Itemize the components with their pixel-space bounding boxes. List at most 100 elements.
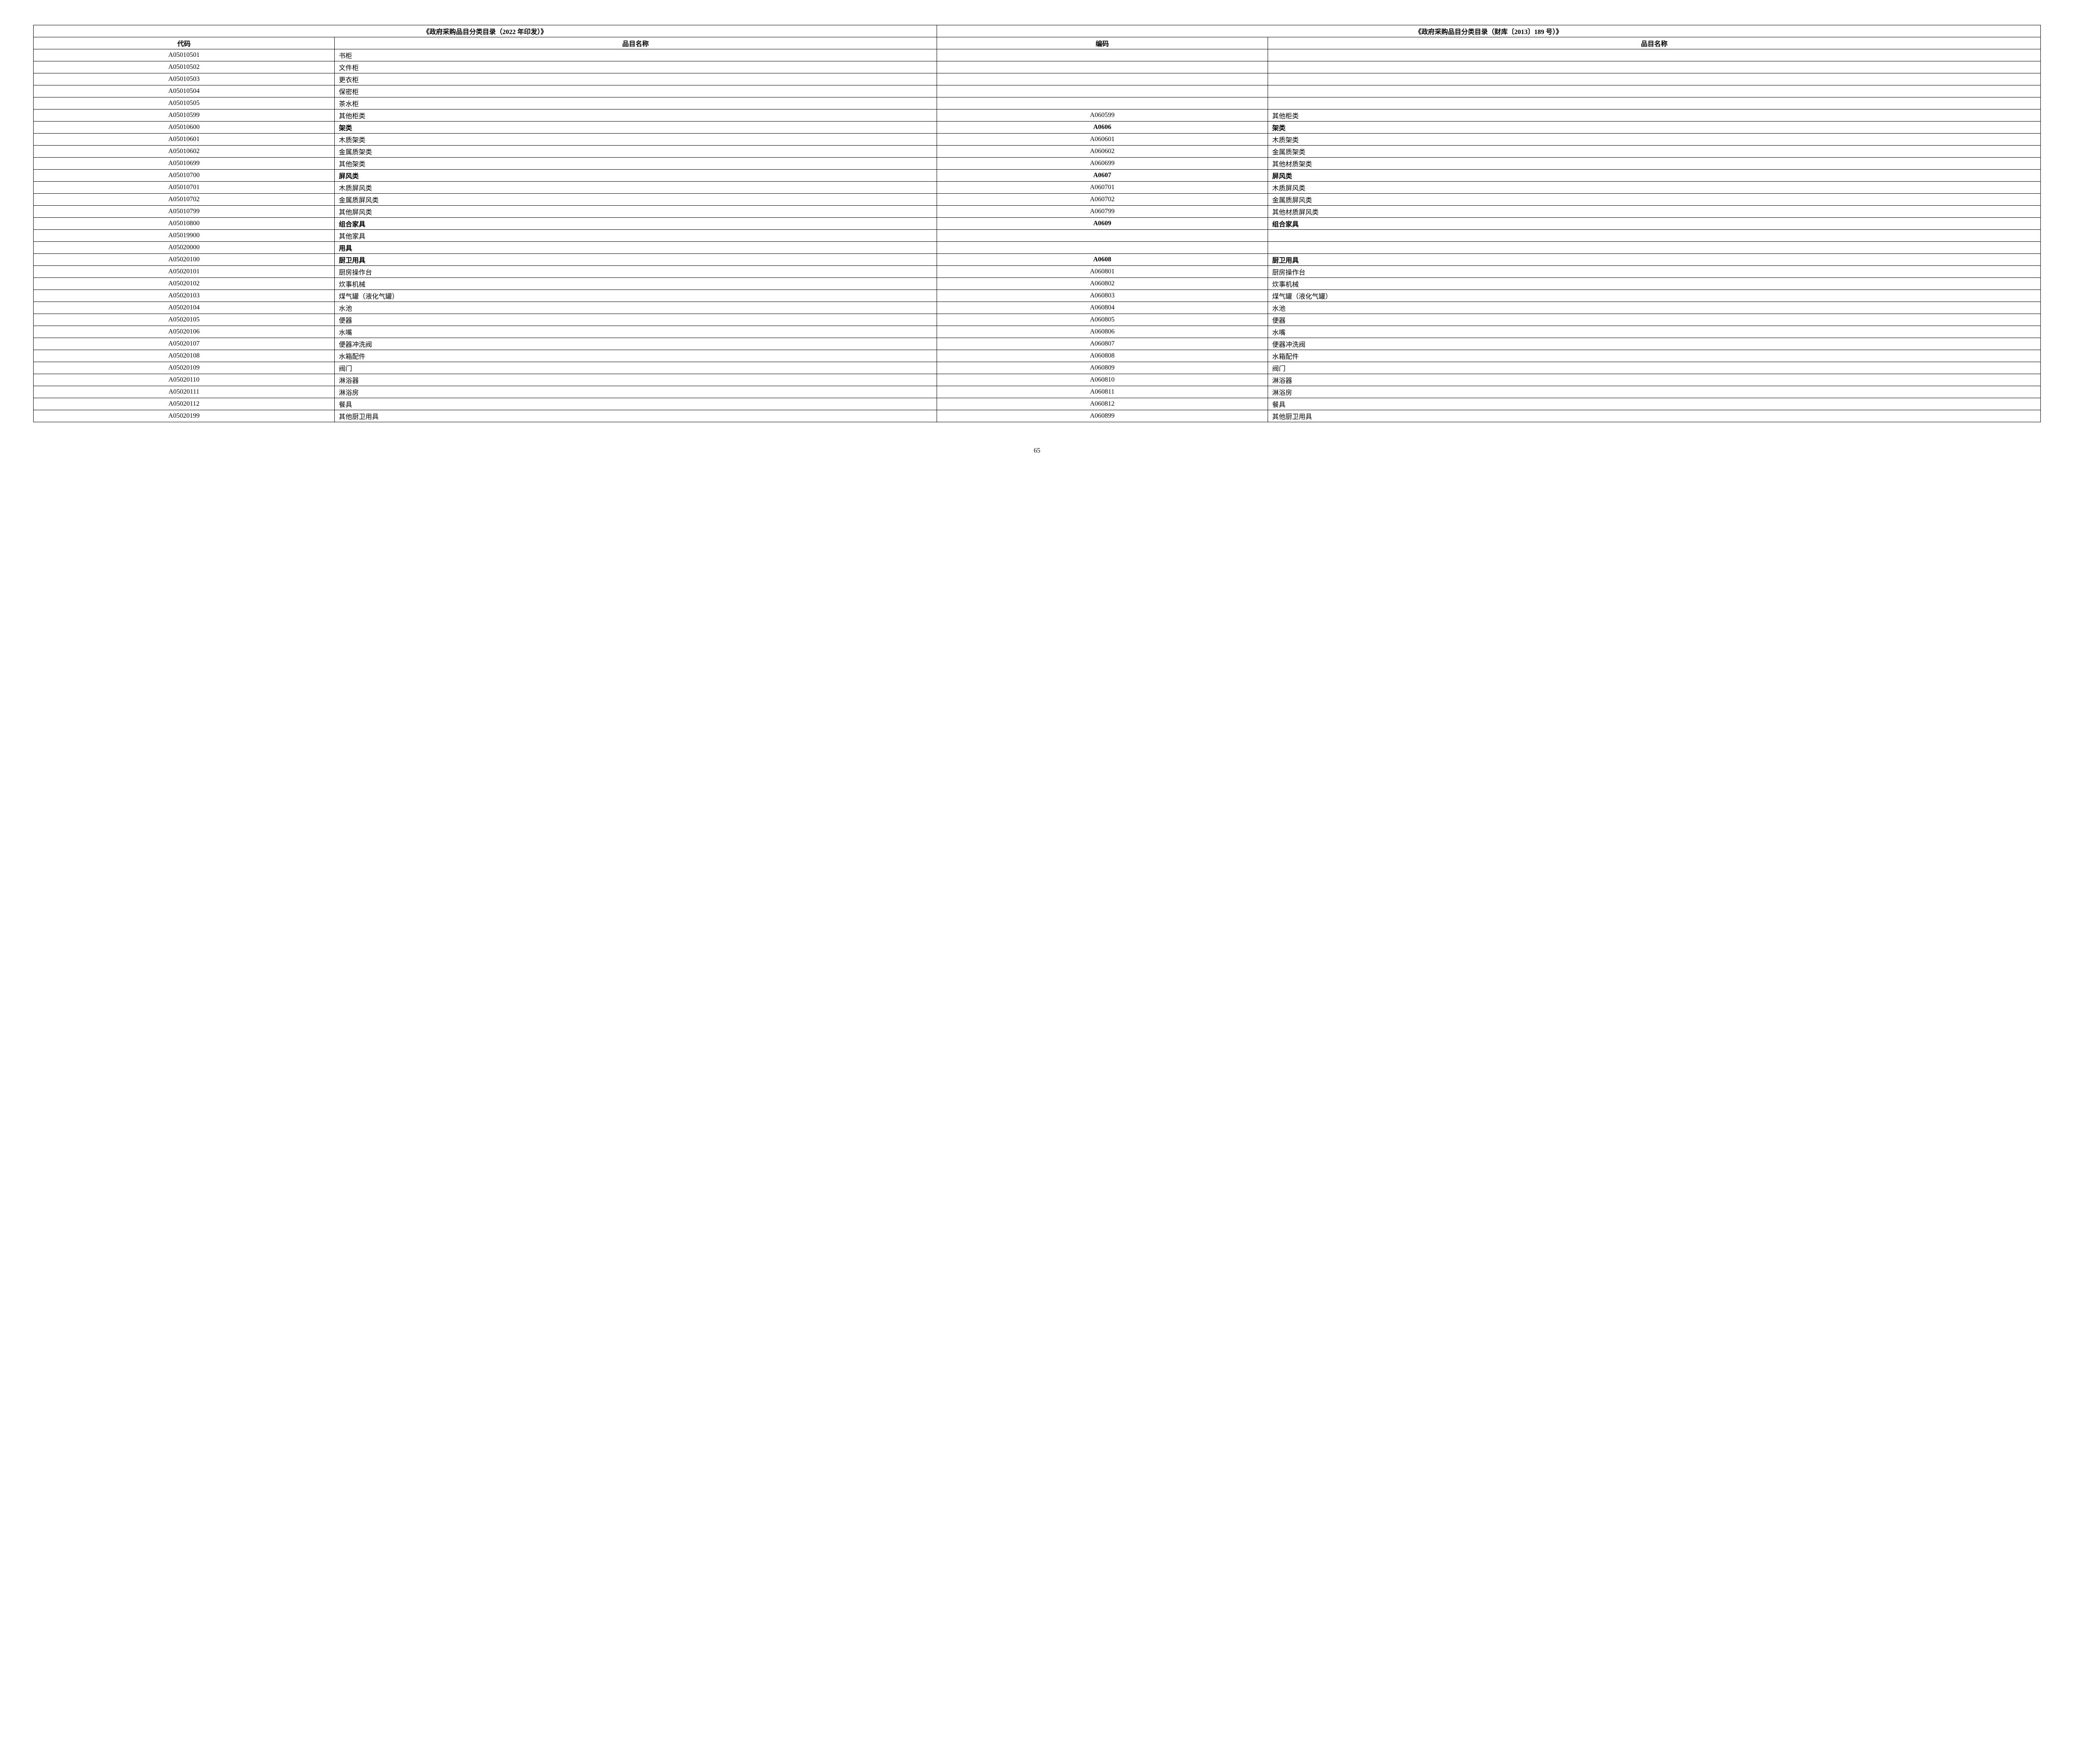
table-row: A05010504保密柜 [34, 85, 2041, 97]
right-name-cell: 其他材质屏风类 [1268, 206, 2040, 218]
left-code-cell: A05010600 [34, 122, 335, 134]
left-name-cell: 其他屏风类 [334, 206, 937, 218]
table-row: A05020111淋浴房A060811淋浴房 [34, 386, 2041, 398]
left-code-cell: A05020108 [34, 350, 335, 362]
right-name-cell: 组合家具 [1268, 218, 2040, 230]
right-code-cell: A060801 [937, 266, 1268, 278]
right-code-cell: A060805 [937, 314, 1268, 326]
left-code-cell: A05010699 [34, 158, 335, 170]
left-code-cell: A05019900 [34, 230, 335, 242]
left-name-cell: 文件柜 [334, 61, 937, 73]
right-name-cell [1268, 97, 2040, 109]
right-name-cell: 厨房操作台 [1268, 266, 2040, 278]
table-row: A05020108水箱配件A060808水箱配件 [34, 350, 2041, 362]
left-name-cell: 淋浴器 [334, 374, 937, 386]
table-row: A05020101厨房操作台A060801厨房操作台 [34, 266, 2041, 278]
table-row: A05020106水嘴A060806水嘴 [34, 326, 2041, 338]
left-name-cell: 厨房操作台 [334, 266, 937, 278]
left-name-cell: 架类 [334, 122, 937, 134]
left-code-cell: A05020107 [34, 338, 335, 350]
left-name-cell: 餐具 [334, 398, 937, 410]
left-code-cell: A05010702 [34, 194, 335, 206]
table-row: A05010702金属质屏风类A060702金属质屏风类 [34, 194, 2041, 206]
right-code-cell: A060799 [937, 206, 1268, 218]
table-row: A05020105便器A060805便器 [34, 314, 2041, 326]
left-name-cell: 茶水柜 [334, 97, 937, 109]
right-name-cell: 其他材质架类 [1268, 158, 2040, 170]
right-code-cell: A060809 [937, 362, 1268, 374]
left-name-cell: 便器冲洗阀 [334, 338, 937, 350]
right-code-cell: A060699 [937, 158, 1268, 170]
left-code-cell: A05010599 [34, 109, 335, 122]
right-name-cell: 屏风类 [1268, 170, 2040, 182]
right-code-cell [937, 230, 1268, 242]
left-code-cell: A05010505 [34, 97, 335, 109]
left-code-cell: A05010503 [34, 73, 335, 85]
table-row: A05010601木质架类A060601木质架类 [34, 134, 2041, 146]
left-code-cell: A05010502 [34, 61, 335, 73]
right-code-header: 编码 [937, 37, 1268, 49]
table-row: A05010602金属质架类A060602金属质架类 [34, 146, 2041, 158]
left-name-cell: 更衣柜 [334, 73, 937, 85]
left-name-cell: 书柜 [334, 49, 937, 61]
page-number: 65 [33, 447, 2041, 455]
right-name-cell: 金属质屏风类 [1268, 194, 2040, 206]
table-row: A05010502文件柜 [34, 61, 2041, 73]
right-code-cell: A060602 [937, 146, 1268, 158]
left-code-cell: A05020103 [34, 290, 335, 302]
right-code-cell: A0609 [937, 218, 1268, 230]
left-name-cell: 屏风类 [334, 170, 937, 182]
right-code-cell: A0606 [937, 122, 1268, 134]
left-code-cell: A05010501 [34, 49, 335, 61]
left-name-header: 品目名称 [334, 37, 937, 49]
right-code-cell [937, 61, 1268, 73]
right-code-cell [937, 73, 1268, 85]
right-code-cell: A060701 [937, 182, 1268, 194]
left-name-cell: 金属质屏风类 [334, 194, 937, 206]
right-code-cell [937, 97, 1268, 109]
right-code-cell: A060811 [937, 386, 1268, 398]
left-code-cell: A05010504 [34, 85, 335, 97]
right-name-cell: 其他柜类 [1268, 109, 2040, 122]
right-code-cell: A060802 [937, 278, 1268, 290]
right-name-cell: 金属质架类 [1268, 146, 2040, 158]
left-name-cell: 组合家具 [334, 218, 937, 230]
left-name-cell: 保密柜 [334, 85, 937, 97]
right-code-cell: A0607 [937, 170, 1268, 182]
right-name-cell: 水箱配件 [1268, 350, 2040, 362]
right-name-cell [1268, 73, 2040, 85]
right-code-cell: A060812 [937, 398, 1268, 410]
table-row: A05020102炊事机械A060802炊事机械 [34, 278, 2041, 290]
right-name-cell: 煤气罐（液化气罐） [1268, 290, 2040, 302]
left-name-cell: 水嘴 [334, 326, 937, 338]
left-name-cell: 其他柜类 [334, 109, 937, 122]
right-name-cell: 木质屏风类 [1268, 182, 2040, 194]
left-name-cell: 用具 [334, 242, 937, 254]
right-name-cell: 厨卫用具 [1268, 254, 2040, 266]
left-code-cell: A05010800 [34, 218, 335, 230]
right-name-header: 品目名称 [1268, 37, 2040, 49]
left-name-cell: 其他家具 [334, 230, 937, 242]
left-name-cell: 木质架类 [334, 134, 937, 146]
left-name-cell: 厨卫用具 [334, 254, 937, 266]
table-row: A05020107便器冲洗阀A060807便器冲洗阀 [34, 338, 2041, 350]
right-code-cell: A060899 [937, 410, 1268, 422]
right-name-cell: 水嘴 [1268, 326, 2040, 338]
left-code-cell: A05020199 [34, 410, 335, 422]
left-code-cell: A05020000 [34, 242, 335, 254]
table-body: A05010501书柜A05010502文件柜A05010503更衣柜A0501… [34, 49, 2041, 422]
right-code-cell: A060601 [937, 134, 1268, 146]
left-code-cell: A05020111 [34, 386, 335, 398]
right-code-cell: A060804 [937, 302, 1268, 314]
right-name-cell [1268, 230, 2040, 242]
table-row: A05010600架类A0606架类 [34, 122, 2041, 134]
right-code-cell: A060808 [937, 350, 1268, 362]
table-row: A05010505茶水柜 [34, 97, 2041, 109]
right-code-cell [937, 49, 1268, 61]
left-name-cell: 水箱配件 [334, 350, 937, 362]
table-row: A05020100厨卫用具A0608厨卫用具 [34, 254, 2041, 266]
right-code-cell: A060599 [937, 109, 1268, 122]
left-name-cell: 其他厨卫用具 [334, 410, 937, 422]
right-name-cell: 架类 [1268, 122, 2040, 134]
left-name-cell: 金属质架类 [334, 146, 937, 158]
